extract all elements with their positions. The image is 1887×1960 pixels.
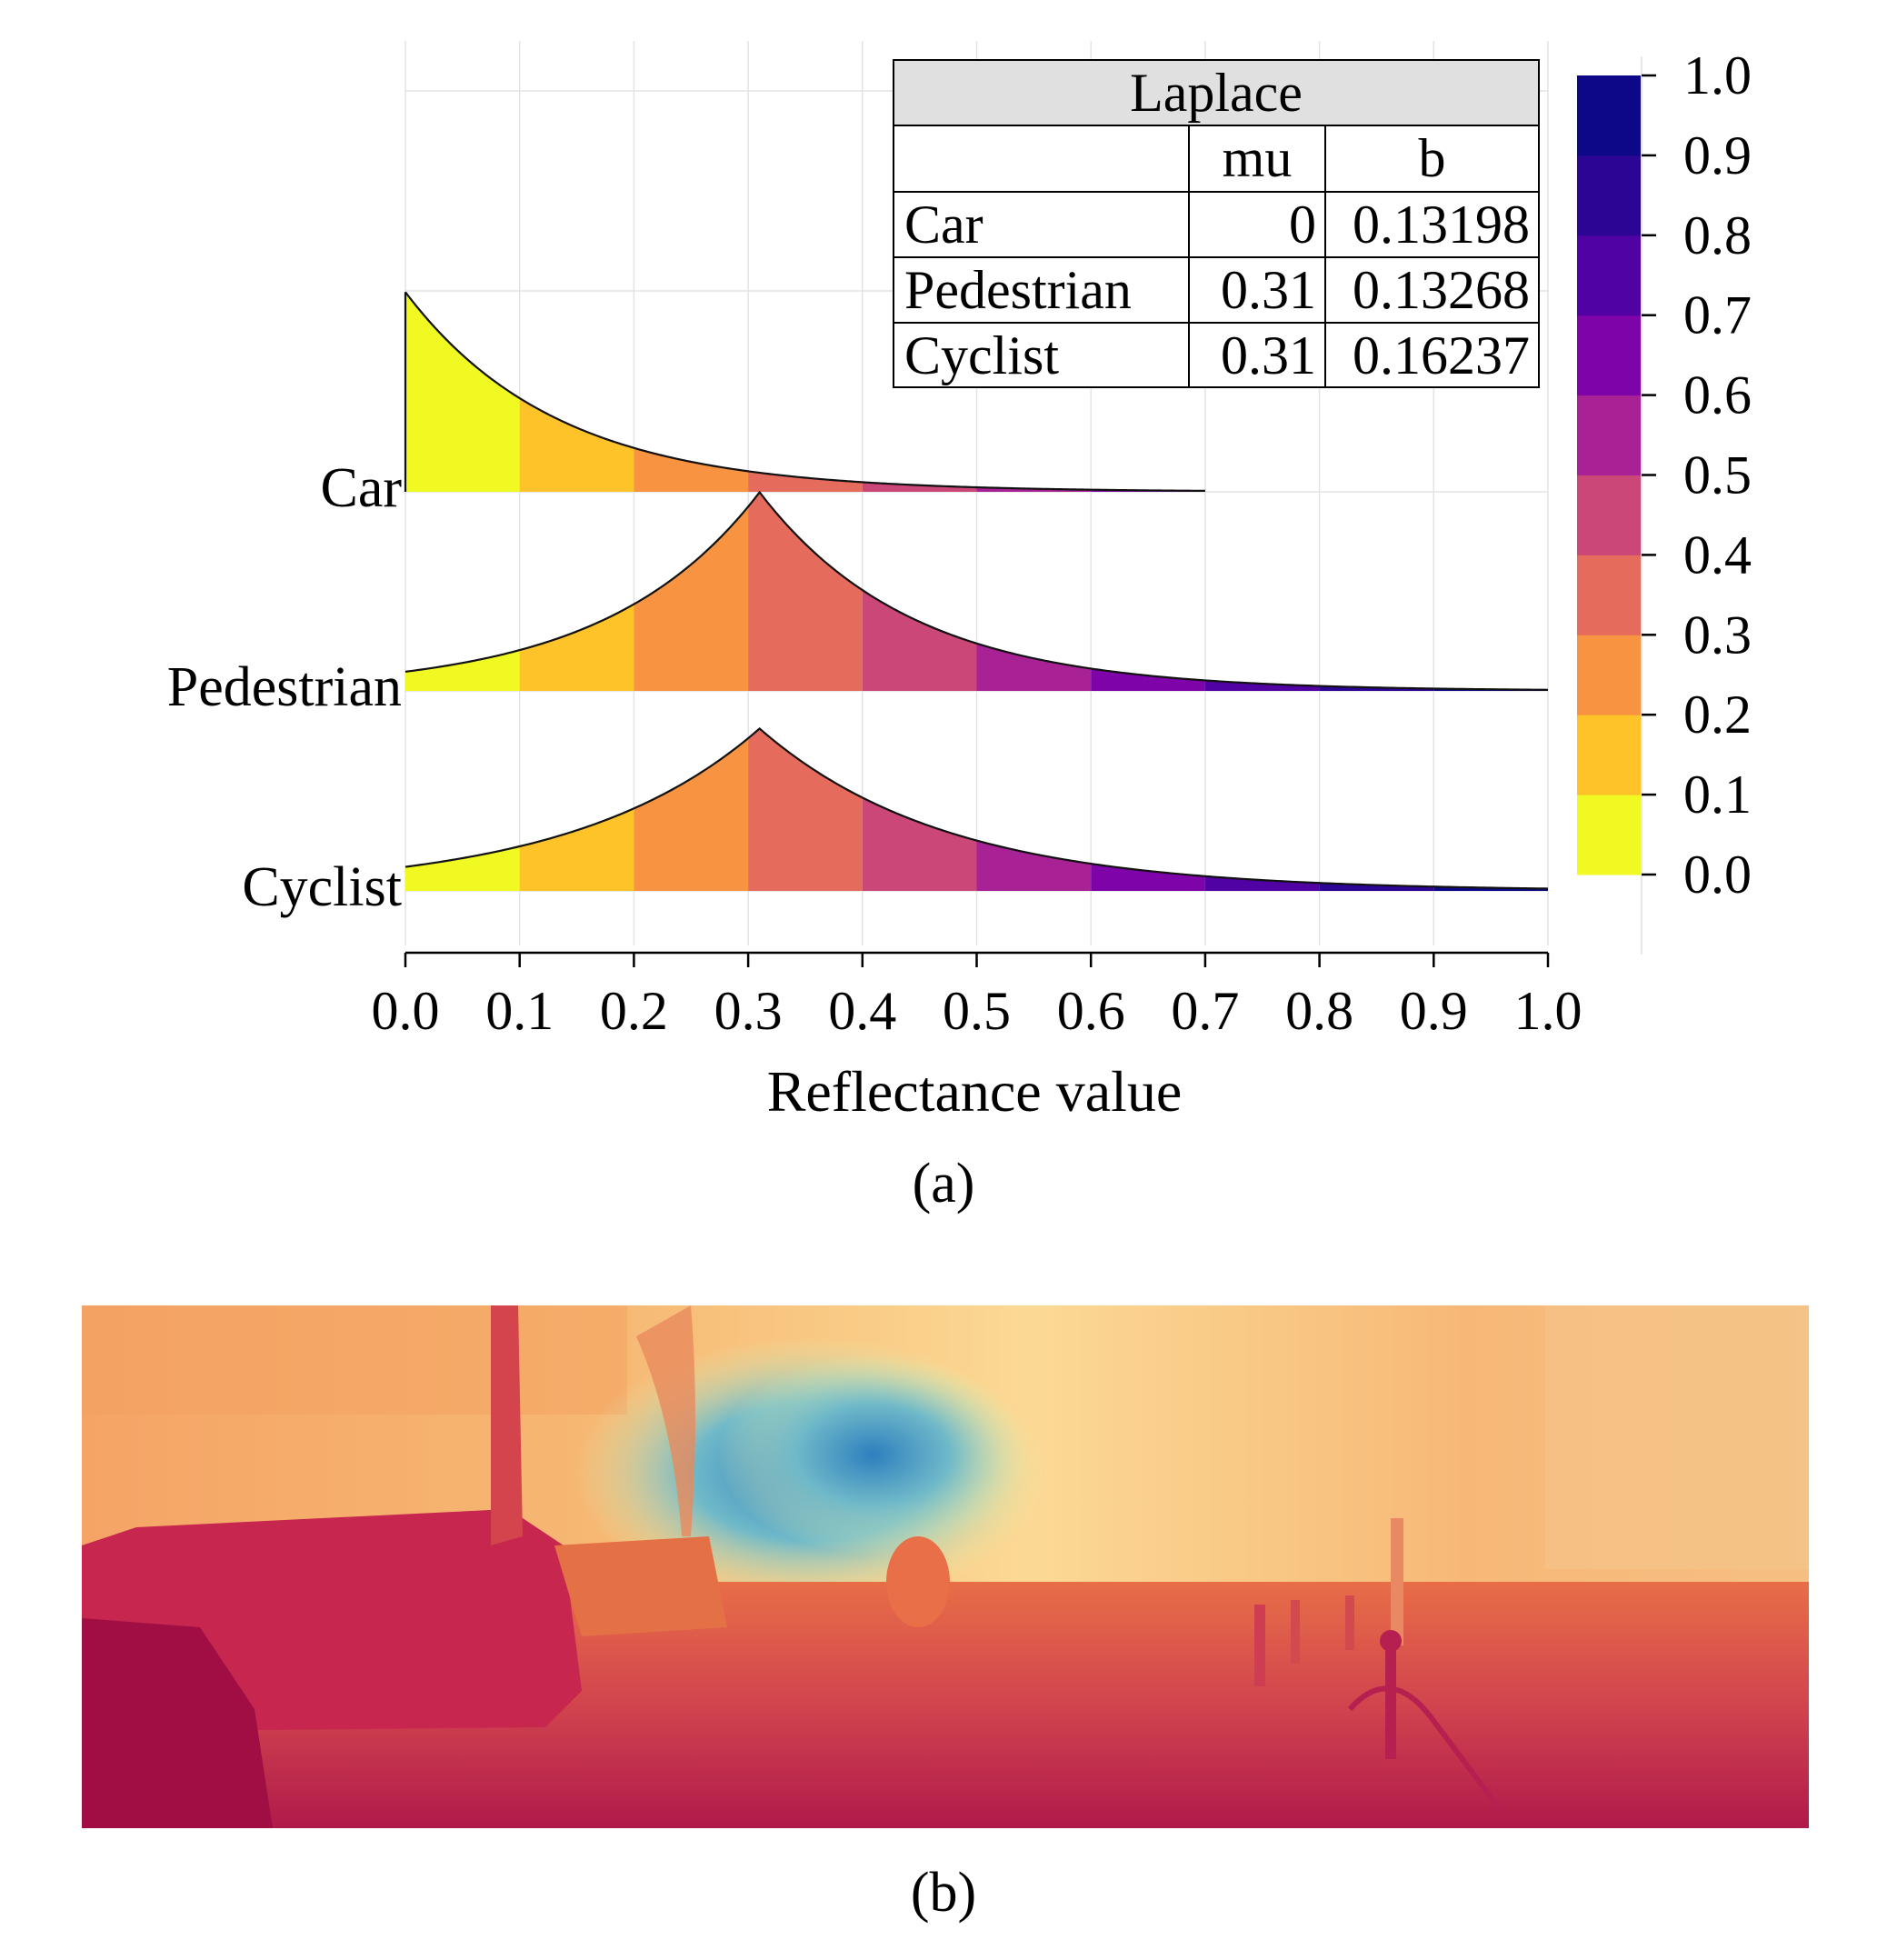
- ridge-band: [1091, 668, 1205, 691]
- colorbar-tick-label: 0.6: [1683, 365, 1752, 425]
- caption-a: (a): [913, 1153, 975, 1215]
- ridge-band: [748, 471, 863, 492]
- ridge-band: [1204, 875, 1320, 891]
- ridge-band: [634, 447, 749, 492]
- series-label: Car: [320, 457, 402, 519]
- colorbar-tick-label: 0.4: [1683, 525, 1752, 585]
- x-tick-label: 0.0: [372, 981, 440, 1041]
- ridge-outline: [404, 726, 1549, 890]
- colorbar-segment: [1577, 155, 1641, 236]
- ridge-band: [748, 492, 863, 691]
- colorbar-segment: [1577, 395, 1641, 475]
- series-label: Cyclist: [242, 856, 402, 918]
- ridge-outline: [404, 490, 1549, 691]
- ridge-outline: [404, 291, 1205, 493]
- colorbar-tick-label: 1.0: [1683, 45, 1752, 105]
- colorbar-tick-label: 0.3: [1683, 605, 1752, 665]
- colorbar-tick-label: 0.2: [1683, 685, 1752, 745]
- table-cell: 0.31: [1221, 325, 1316, 385]
- x-tick-label: 0.1: [485, 981, 554, 1041]
- table-cell: Cyclist: [904, 325, 1059, 385]
- colorbar-segment: [1577, 75, 1641, 156]
- ridge-cyclist: [404, 726, 1549, 891]
- colorbar: 0.0 0.1 0.2 0.3 0.4 0.5 0.6 0.7 0.8 0.9 1.0: [1577, 45, 1752, 955]
- ridge-band: [634, 738, 749, 891]
- x-axis: 0.0 0.1 0.2 0.3 0.4 0.5 0.6 0.7 0.8 0.9 1.0: [372, 951, 1582, 1041]
- table-cell: Pedestrian: [904, 260, 1132, 320]
- ridge-band: [976, 643, 1092, 691]
- colorbar-segment: [1577, 795, 1641, 875]
- reflectance-scene-image: [82, 1305, 1809, 1828]
- ridge-band: [976, 840, 1092, 891]
- table-header-bg: [894, 60, 1539, 125]
- colorbar-tick-label: 0.0: [1683, 845, 1752, 905]
- caption-b: (b): [911, 1862, 976, 1924]
- table-cell: 0.16237: [1353, 325, 1530, 385]
- ridge-car: [404, 291, 1205, 493]
- series-label: Pedestrian: [167, 656, 402, 718]
- x-tick-label: 0.2: [600, 981, 668, 1041]
- table-cell: 0.13198: [1353, 195, 1530, 255]
- ridge-band: [519, 398, 634, 492]
- ridge-pedestrian: [404, 490, 1549, 691]
- x-tick-label: 1.0: [1514, 981, 1582, 1041]
- x-tick-label: 0.4: [828, 981, 896, 1041]
- x-tick-label: 0.5: [943, 981, 1011, 1041]
- ridge-band: [862, 797, 977, 891]
- ridge-band: [862, 590, 977, 691]
- x-tick-label: 0.8: [1285, 981, 1353, 1041]
- x-axis-label: Reflectance value: [767, 1059, 1183, 1124]
- table-cell: Car: [904, 195, 983, 255]
- colorbar-segment: [1577, 635, 1641, 715]
- x-tick-label: 0.9: [1400, 981, 1468, 1041]
- table-cell: 0.31: [1221, 260, 1316, 320]
- colorbar-tick-label: 0.1: [1683, 765, 1752, 825]
- colorbar-segment: [1577, 475, 1641, 555]
- ridge-band: [1091, 864, 1205, 891]
- x-tick-label: 0.3: [714, 981, 783, 1041]
- colorbar-segment: [1577, 715, 1641, 795]
- table-cell: 0: [1289, 195, 1316, 255]
- table-title: Laplace: [1130, 63, 1303, 123]
- colorbar-tick-label: 0.9: [1683, 125, 1752, 185]
- ridge-band: [519, 604, 634, 691]
- ridge-band: [748, 728, 863, 891]
- x-tick-label: 0.6: [1057, 981, 1125, 1041]
- colorbar-tick-label: 0.7: [1683, 285, 1752, 345]
- table-column-header: mu: [1223, 128, 1293, 188]
- ridge-band: [405, 292, 520, 492]
- table-cell: 0.13268: [1353, 260, 1530, 320]
- ridge-band: [634, 506, 749, 691]
- ridge-band: [519, 808, 634, 891]
- x-tick-label: 0.7: [1171, 981, 1239, 1041]
- table-border: [893, 59, 1540, 388]
- table-column-header: b: [1419, 128, 1446, 188]
- ridge-band: [405, 650, 520, 691]
- colorbar-segment: [1577, 555, 1641, 635]
- ridge-band: [405, 845, 520, 891]
- colorbar-segment: [1577, 235, 1641, 316]
- colorbar-segment: [1577, 315, 1641, 396]
- ridges: [404, 291, 1549, 891]
- colorbar-tick-label: 0.8: [1683, 205, 1752, 265]
- series-labels: Car Pedestrian Cyclist: [167, 457, 403, 918]
- colorbar-tick-label: 0.5: [1683, 445, 1752, 505]
